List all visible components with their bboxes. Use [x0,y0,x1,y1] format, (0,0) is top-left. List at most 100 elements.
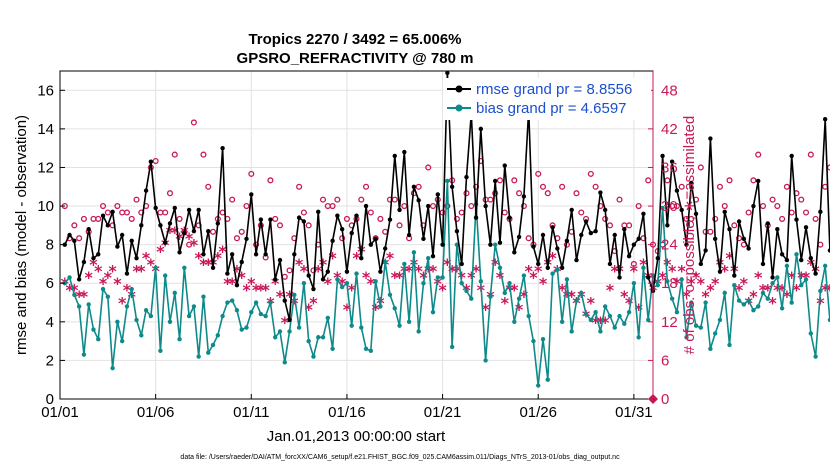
bias-point [330,346,335,352]
possible-obs-marker [95,215,102,222]
rmse-point [287,317,292,323]
assimilated-obs-marker: * [682,287,691,306]
bias-point [115,319,120,325]
assimilated-obs-marker: * [228,274,237,293]
rmse-point [693,211,699,216]
assimilated-obs-marker: * [362,268,371,287]
bias-point [177,336,182,342]
assimilated-obs-marker: * [419,268,428,287]
bias-point [148,313,154,319]
bias-point [406,319,412,325]
assimilated-obs-marker: * [395,268,404,287]
assimilated-obs-marker: * [214,249,223,268]
possible-obs-marker [731,222,738,229]
bias-point [770,281,775,286]
rmse-point [225,271,230,276]
rmse-point [148,159,154,164]
rmse-point [349,230,354,236]
assimilated-obs-marker: * [706,281,715,300]
bias-point [158,348,163,353]
rmse-point [229,252,235,257]
assimilated-obs-marker: * [147,255,156,274]
bias-point [617,313,622,319]
assimilated-obs-marker: * [625,294,634,313]
assimilated-obs-marker: * [304,300,313,319]
assimilated-obs-marker: * [218,242,227,261]
bias-point [229,298,235,303]
assimilated-obs-marker: * [453,261,462,280]
x-axis: 01/01 01/06 01/11 01/16 01/21 01/26 01/31 [41,394,653,421]
assimilated-obs-marker: * [166,223,175,242]
assimilated-obs-marker: * [620,287,629,306]
possible-obs-marker [276,222,284,229]
rmse-point [507,215,512,220]
legend-bias-label: bias grand pr = 4.6597 [476,100,627,117]
bias-point [440,275,445,280]
bias-point [736,298,742,303]
rmse-point [124,271,130,276]
assimilated-obs-marker: * [434,274,443,293]
x-tick-label: 01/01 [41,404,79,421]
possible-obs-marker [415,183,422,190]
rmse-point [382,246,388,251]
possible-obs-marker [171,151,178,158]
bias-point [512,319,517,325]
rmse-point [72,238,77,243]
bias-point [765,296,770,301]
assimilated-obs-marker: * [199,255,208,274]
bias-point [435,275,440,280]
bias-point [684,335,689,340]
assimilated-obs-marker: * [290,294,299,313]
rmse-point [478,126,484,132]
rmse-point [497,240,503,245]
y-tick-label: 16 [37,82,54,99]
rmse-point [129,238,134,243]
bias-point [225,300,230,305]
bias-point [191,304,197,309]
rmse-point [822,117,828,122]
possible-obs-marker [525,235,532,242]
y-tick-label: 6 [46,275,54,292]
rmse-point [91,255,96,261]
rmse-point [277,257,283,263]
possible-obs-marker [578,209,585,216]
bias-point [449,344,455,350]
rmse-point [512,250,517,255]
bias-point [669,296,675,301]
possible-obs-marker [779,215,786,222]
bias-point [210,342,216,348]
assimilated-obs-marker: * [558,281,567,300]
assimilated-obs-marker: * [563,287,572,306]
bias-point [325,315,331,321]
assimilated-obs-marker: * [740,274,749,293]
legend-bias-marker [455,104,463,112]
assimilated-obs-marker: * [568,287,577,306]
possible-obs-marker [664,177,671,184]
bias-point [320,335,326,340]
rmse-point [119,232,125,238]
bias-point [368,348,374,353]
rmse-point [617,275,622,280]
bias-point [722,290,727,296]
assimilated-obs-marker: * [539,274,548,293]
rmse-point [306,273,311,278]
rmse-point [76,277,82,282]
rmse-point [292,252,297,257]
y-tick-label: 0 [46,391,54,408]
possible-obs-marker [807,151,814,158]
assimilated-obs-marker: * [807,255,816,274]
possible-obs-marker [367,209,374,216]
assimilated-obs-marker: * [295,255,304,274]
assimilated-obs-marker: * [128,287,137,306]
possible-obs-marker [788,209,795,216]
bias-point [712,331,718,336]
assimilated-obs-marker: * [194,249,203,268]
bias-point [430,309,436,315]
bias-point [100,286,106,292]
bias-point [756,304,761,309]
assimilated-obs-marker: * [596,313,605,332]
bias-point [124,304,130,309]
assimilated-obs-marker: * [429,261,438,280]
y-axis-right: 0 6 12 18 24 30 36 42 48 [648,82,678,408]
x-tick-label: 01/21 [424,404,462,421]
